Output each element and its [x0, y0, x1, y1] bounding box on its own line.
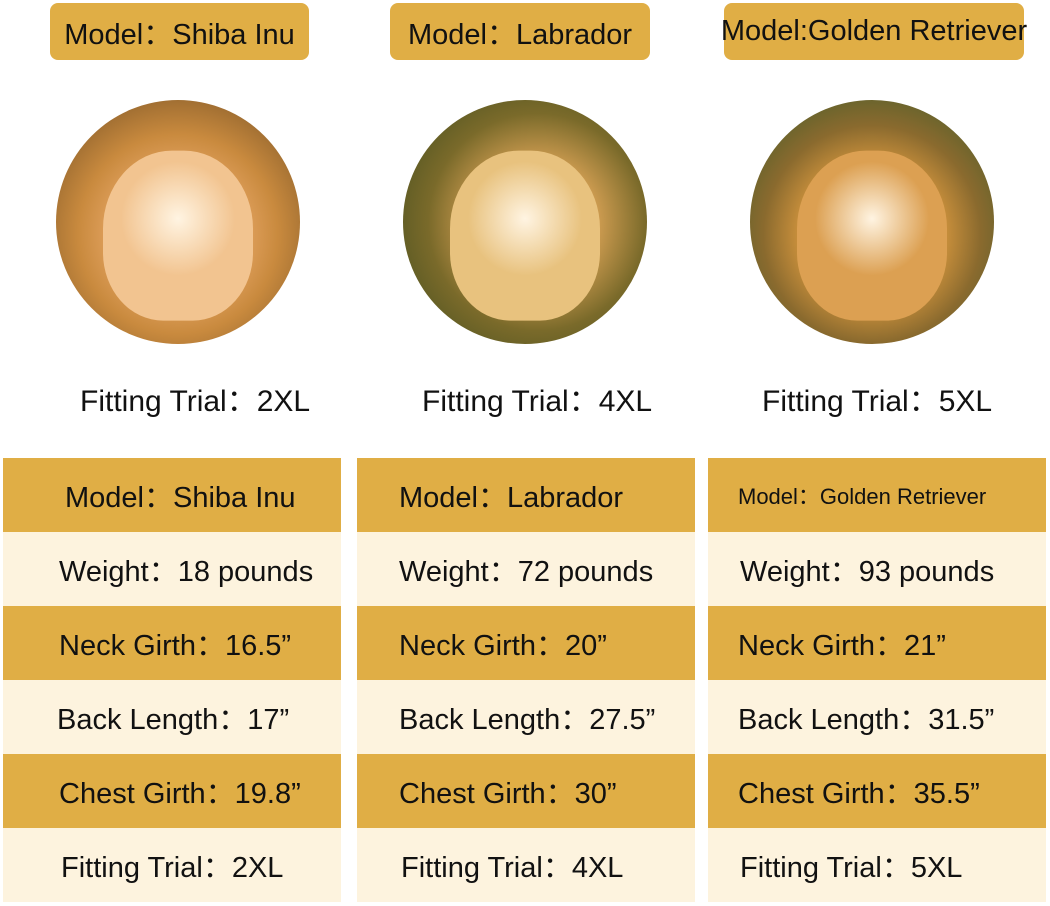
row-fitting-trial: Fitting Trial：4XL	[357, 828, 695, 902]
size-table: Model：Golden Retriever Weight：93 pounds Ne…	[708, 458, 1046, 902]
row-weight: Weight：18 pounds	[3, 532, 341, 606]
golden-retriever-photo	[750, 100, 994, 344]
row-model: Model：Golden Retriever	[708, 458, 1046, 532]
fitting-trial-caption: Fitting Trial：2XL	[80, 385, 311, 418]
back-length-value: Back Length：17”	[57, 704, 290, 736]
row-back-length: Back Length：31.5”	[708, 680, 1046, 754]
shiba-inu-photo	[56, 100, 300, 344]
model-pill-label: Model:Golden Retriever	[720, 15, 1028, 47]
weight-value: Weight：72 pounds	[399, 556, 654, 588]
back-length-value: Back Length：31.5”	[738, 704, 995, 736]
weight-value: Weight：18 pounds	[59, 556, 314, 588]
model-pill-label: Model：Labrador	[407, 18, 633, 51]
row-back-length: Back Length：27.5”	[357, 680, 695, 754]
dog-icon	[103, 150, 253, 321]
model-value: Model：Golden Retriever	[738, 484, 987, 509]
neck-girth-value: Neck Girth：16.5”	[59, 630, 292, 662]
fitting-trial-value: Fitting Trial：4XL	[401, 852, 624, 884]
row-chest-girth: Chest Girth：30”	[357, 754, 695, 828]
model-pill: Model：Shiba Inu	[50, 3, 309, 60]
dog-icon	[797, 150, 947, 321]
model-pill: Model:Golden Retriever	[720, 3, 1028, 60]
model-pill: Model：Labrador	[390, 3, 650, 60]
fitting-trial-value: Fitting Trial：5XL	[740, 852, 963, 884]
row-fitting-trial: Fitting Trial：2XL	[3, 828, 341, 902]
weight-value: Weight：93 pounds	[740, 556, 995, 588]
row-weight: Weight：93 pounds	[708, 532, 1046, 606]
row-neck-girth: Neck Girth：20”	[357, 606, 695, 680]
labrador-photo	[403, 100, 647, 344]
row-chest-girth: Chest Girth：35.5”	[708, 754, 1046, 828]
back-length-value: Back Length：27.5”	[399, 704, 656, 736]
chest-girth-value: Chest Girth：30”	[399, 778, 617, 810]
model-value: Model：Labrador	[399, 482, 624, 514]
fitting-trial-caption: Fitting Trial：4XL	[422, 385, 653, 418]
row-model: Model：Shiba Inu	[3, 458, 341, 532]
chest-girth-value: Chest Girth：19.8”	[59, 778, 301, 810]
size-table: Model：Shiba Inu Weight：18 pounds Neck Girt…	[3, 458, 341, 902]
row-model: Model：Labrador	[357, 458, 695, 532]
row-neck-girth: Neck Girth：21”	[708, 606, 1046, 680]
fitting-trial-caption: Fitting Trial：5XL	[762, 385, 993, 418]
row-fitting-trial: Fitting Trial：5XL	[708, 828, 1046, 902]
neck-girth-value: Neck Girth：20”	[399, 630, 607, 662]
row-back-length: Back Length：17”	[3, 680, 341, 754]
row-chest-girth: Chest Girth：19.8”	[3, 754, 341, 828]
model-value: Model：Shiba Inu	[65, 482, 296, 514]
dog-icon	[450, 150, 600, 321]
row-neck-girth: Neck Girth：16.5”	[3, 606, 341, 680]
row-weight: Weight：72 pounds	[357, 532, 695, 606]
chest-girth-value: Chest Girth：35.5”	[738, 778, 980, 810]
fitting-trial-value: Fitting Trial：2XL	[61, 852, 284, 884]
size-table: Model：Labrador Weight：72 pounds Neck Girth…	[357, 458, 695, 902]
model-pill-label: Model：Shiba Inu	[64, 18, 295, 51]
neck-girth-value: Neck Girth：21”	[738, 630, 946, 662]
